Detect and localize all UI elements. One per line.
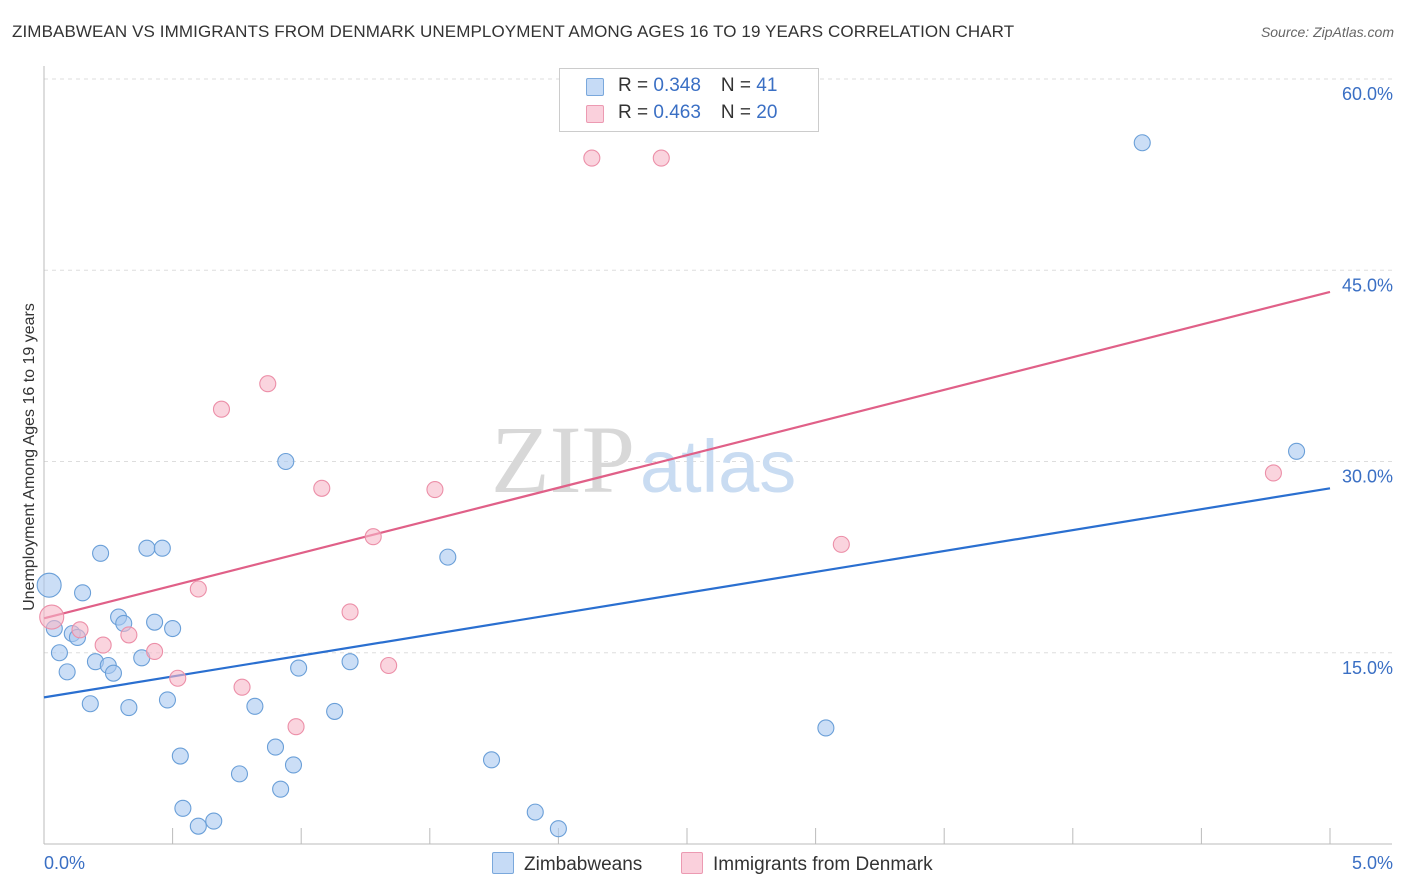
correlation-legend: R = 0.348 N = 41 R = 0.463 N = 20 (559, 68, 819, 132)
legend-n-value: 20 (756, 102, 778, 123)
data-point-zimbabweans (1133, 134, 1151, 152)
legend-r-value: 0.348 (653, 75, 701, 96)
data-point-denmark (583, 149, 601, 167)
data-point-zimbabweans (58, 663, 76, 681)
trend-lines (43, 290, 1331, 699)
data-point-zimbabweans (549, 820, 567, 838)
legend-swatch-zimbabweans (586, 78, 604, 96)
bottom-legend-denmark: Immigrants from Denmark (681, 852, 933, 876)
watermark-zip: ZIP (491, 406, 635, 513)
data-point-zimbabweans (174, 799, 192, 817)
data-point-zimbabweans (272, 780, 290, 798)
data-points (36, 134, 1306, 838)
data-point-zimbabweans (164, 619, 182, 638)
data-point-zimbabweans (290, 659, 308, 677)
y-tick-label: 15.0% (1342, 658, 1393, 678)
data-point-zimbabweans (284, 756, 303, 774)
data-point-zimbabweans (81, 695, 99, 713)
x-tick-label: 5.0% (1352, 853, 1393, 873)
data-point-denmark (364, 528, 382, 546)
data-point-zimbabweans (138, 539, 156, 557)
data-point-zimbabweans (104, 664, 122, 682)
data-point-denmark (652, 149, 670, 167)
data-point-denmark (380, 656, 398, 675)
legend-swatch-denmark (586, 105, 604, 123)
data-point-zimbabweans (92, 544, 110, 562)
data-point-denmark (426, 480, 444, 499)
bottom-legend-swatch-denmark (681, 852, 703, 874)
bottom-legend-swatch-zimbabweans (492, 852, 514, 874)
watermark: ZIP atlas (491, 406, 796, 513)
data-point-zimbabweans (189, 817, 207, 835)
data-point-zimbabweans (326, 702, 344, 720)
data-point-denmark (71, 621, 89, 639)
trend-line-denmark (43, 290, 1331, 620)
y-tick-label: 45.0% (1342, 275, 1393, 295)
data-point-zimbabweans (146, 613, 164, 631)
data-point-denmark (832, 535, 850, 553)
tick-labels: 15.0% 30.0% 45.0% 60.0% 0.0% 5.0% (44, 84, 1393, 873)
y-tick-label: 60.0% (1342, 84, 1393, 104)
x-tick-label: 0.0% (44, 853, 85, 873)
data-point-zimbabweans (74, 584, 92, 602)
data-point-denmark (233, 678, 251, 696)
data-point-denmark (341, 603, 359, 621)
data-point-zimbabweans (205, 812, 223, 830)
data-point-zimbabweans (482, 751, 501, 769)
data-point-zimbabweans (277, 452, 295, 471)
data-point-zimbabweans (817, 719, 835, 737)
data-point-denmark (287, 718, 305, 736)
watermark-atlas: atlas (640, 425, 796, 508)
data-point-denmark (259, 375, 277, 393)
data-point-denmark (146, 642, 164, 661)
data-point-zimbabweans (171, 747, 189, 765)
data-point-zimbabweans (246, 697, 264, 715)
data-point-zimbabweans (341, 653, 359, 671)
data-point-zimbabweans (266, 738, 285, 756)
legend-n-label: N = (720, 75, 757, 96)
data-point-zimbabweans (153, 539, 171, 557)
legend-n-label: N = (720, 102, 757, 123)
data-point-denmark (1264, 464, 1282, 482)
data-point-denmark (120, 626, 138, 644)
data-point-zimbabweans (120, 699, 138, 717)
trend-line-zimbabweans (43, 487, 1331, 699)
bottom-legend-zimbabweans: Zimbabweans (492, 852, 642, 876)
legend-r-value: 0.463 (653, 102, 701, 123)
data-point-denmark (189, 580, 207, 598)
data-point-denmark (39, 604, 65, 630)
data-point-zimbabweans (36, 572, 62, 598)
data-point-denmark (313, 479, 331, 497)
bottom-legend-label-zimbabweans: Zimbabweans (524, 854, 643, 875)
y-tick-label: 30.0% (1342, 467, 1393, 487)
data-point-denmark (212, 400, 231, 418)
source-credit: Source: ZipAtlas.com (1260, 24, 1394, 40)
data-point-zimbabweans (439, 548, 457, 566)
data-point-zimbabweans (50, 644, 68, 662)
legend-r-label: R = (618, 75, 654, 96)
data-point-zimbabweans (1288, 442, 1306, 460)
bottom-legend-label-denmark: Immigrants from Denmark (713, 854, 933, 875)
legend-n-value: 41 (756, 75, 778, 96)
gridlines (44, 78, 1392, 654)
chart-title: ZIMBABWEAN VS IMMIGRANTS FROM DENMARK UN… (12, 22, 1015, 41)
data-point-zimbabweans (230, 765, 249, 783)
data-point-zimbabweans (158, 691, 177, 709)
data-point-denmark (94, 636, 112, 654)
data-point-zimbabweans (526, 803, 544, 821)
legend-r-label: R = (618, 102, 654, 123)
data-point-denmark (169, 669, 187, 687)
